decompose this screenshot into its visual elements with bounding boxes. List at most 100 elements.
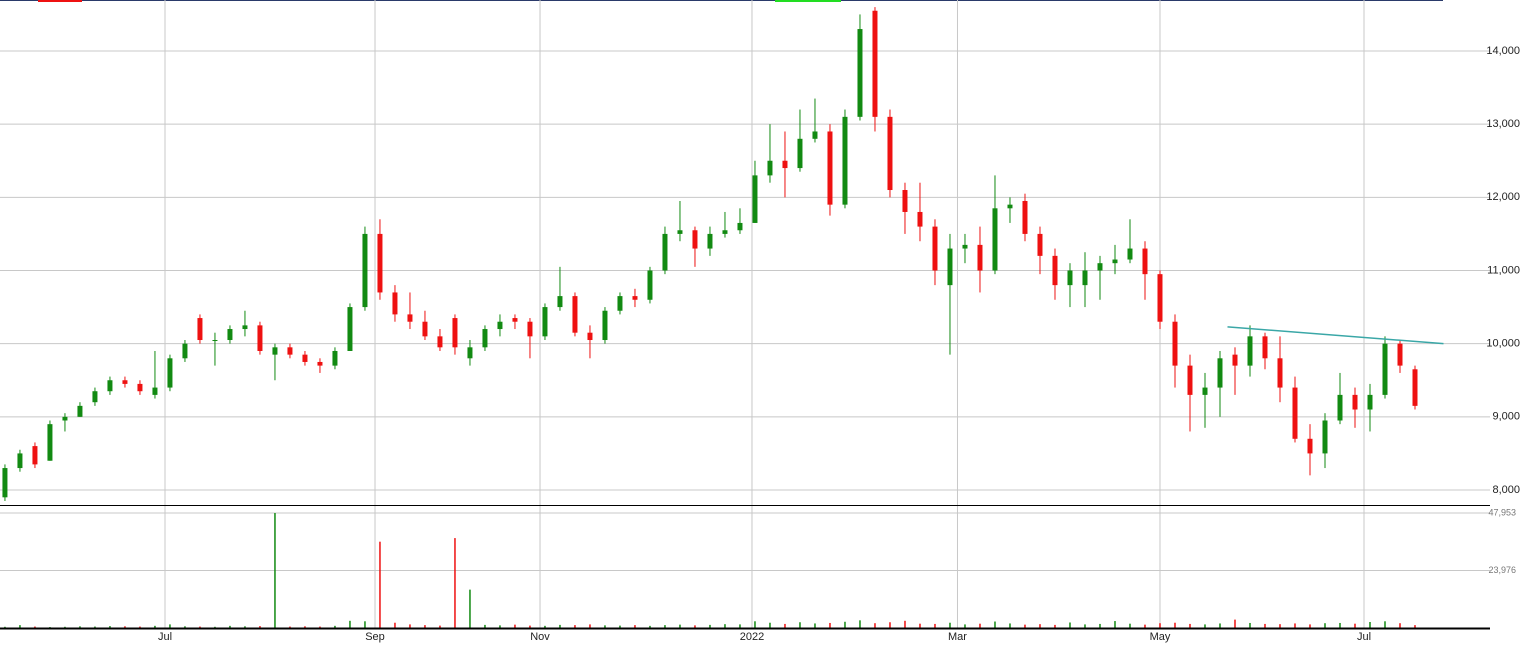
volume-bar bbox=[1024, 624, 1026, 628]
candle-body bbox=[497, 321, 503, 330]
candle-body bbox=[812, 131, 818, 139]
x-tick-label: Jul bbox=[158, 631, 172, 643]
candle-body bbox=[1067, 270, 1073, 286]
candle-body bbox=[962, 244, 968, 249]
volume-bar bbox=[784, 623, 786, 628]
candle-body bbox=[107, 380, 113, 392]
volume-bar bbox=[424, 625, 426, 628]
candle-body bbox=[1367, 394, 1373, 410]
volume-bar bbox=[1084, 624, 1086, 628]
candle-body bbox=[347, 307, 353, 351]
volume-bar bbox=[1354, 623, 1356, 628]
candle-body bbox=[1262, 336, 1268, 359]
volume-bar bbox=[124, 626, 126, 628]
candle-body bbox=[482, 329, 488, 348]
candle-body bbox=[227, 329, 233, 341]
volume-bar bbox=[949, 622, 951, 628]
candle-body bbox=[1382, 343, 1388, 395]
volume-bar bbox=[4, 626, 6, 628]
candle-body bbox=[392, 292, 398, 315]
candle-body bbox=[452, 318, 458, 348]
volume-bar bbox=[199, 626, 201, 628]
candle-body bbox=[152, 387, 158, 395]
volume-bar bbox=[1189, 623, 1191, 628]
volume-bar bbox=[679, 624, 681, 628]
candle-body bbox=[1232, 354, 1238, 366]
volume-bar bbox=[109, 626, 111, 628]
top-strip bbox=[38, 0, 82, 2]
volume-bar bbox=[484, 624, 486, 628]
volume-bar bbox=[919, 623, 921, 628]
volume-bar bbox=[889, 622, 891, 628]
volume-bar bbox=[814, 623, 816, 628]
candle-body bbox=[1277, 358, 1283, 388]
volume-bar bbox=[439, 625, 441, 628]
volume-bar bbox=[514, 624, 516, 628]
volume-bar bbox=[1414, 625, 1416, 628]
y-tick-label: 10,000 bbox=[1486, 338, 1520, 350]
volume-bar bbox=[274, 513, 276, 628]
candle-body bbox=[242, 325, 248, 330]
volume-bar bbox=[1324, 623, 1326, 628]
candle-body bbox=[1307, 438, 1313, 454]
volume-bar bbox=[979, 623, 981, 628]
candle-body bbox=[1217, 358, 1223, 388]
volume-bar bbox=[1174, 622, 1176, 628]
candle-body bbox=[77, 405, 83, 417]
volume-bar bbox=[394, 622, 396, 628]
candle-body bbox=[1097, 263, 1103, 271]
candle-body bbox=[722, 230, 728, 234]
candle-body bbox=[947, 248, 953, 286]
candle-body bbox=[737, 222, 743, 231]
candle-body bbox=[992, 208, 998, 271]
candle-body bbox=[692, 230, 698, 249]
volume-bar bbox=[1129, 623, 1131, 628]
candle-body bbox=[1052, 255, 1058, 286]
candle-body bbox=[422, 321, 428, 337]
candle-body bbox=[1127, 248, 1133, 260]
candle-body bbox=[1397, 343, 1403, 366]
volume-bar bbox=[184, 626, 186, 628]
volume-bar bbox=[1369, 622, 1371, 628]
candle-body bbox=[1322, 420, 1328, 454]
volume-bar bbox=[904, 620, 906, 628]
volume-bar bbox=[1399, 623, 1401, 628]
candle-body bbox=[512, 318, 518, 322]
volume-bar bbox=[139, 626, 141, 628]
candle-body bbox=[302, 354, 308, 362]
candle-body bbox=[17, 453, 23, 469]
x-tick-label: Sep bbox=[365, 631, 385, 643]
candle-body bbox=[632, 296, 638, 300]
y-tick-label: 14,000 bbox=[1486, 45, 1520, 57]
volume-bar bbox=[79, 626, 81, 628]
x-tick-label: Mar bbox=[948, 631, 967, 643]
volume-bar bbox=[1234, 619, 1236, 628]
candle-body bbox=[917, 211, 923, 227]
candle-body bbox=[1337, 394, 1343, 421]
candle-body bbox=[407, 314, 413, 322]
candle-body bbox=[827, 131, 833, 205]
candle-body bbox=[767, 160, 773, 176]
candle-body bbox=[2, 468, 8, 498]
volume-bar bbox=[169, 624, 171, 628]
x-tick-label: May bbox=[1150, 631, 1171, 643]
candle-body bbox=[782, 160, 788, 169]
volume-bar bbox=[94, 626, 96, 628]
volume-bar bbox=[34, 626, 36, 628]
candle-body bbox=[197, 318, 203, 341]
top-strip bbox=[775, 0, 841, 2]
volume-bar bbox=[1054, 624, 1056, 628]
y-tick-label: 9,000 bbox=[1492, 411, 1520, 423]
candle-body bbox=[557, 296, 563, 308]
volume-bar bbox=[214, 626, 216, 628]
volume-bar bbox=[409, 624, 411, 628]
volume-bar bbox=[319, 626, 321, 628]
volume-bar bbox=[649, 625, 651, 628]
volume-bar bbox=[1309, 624, 1311, 628]
volume-bar bbox=[229, 625, 231, 628]
candle-body bbox=[797, 138, 803, 169]
volume-bar bbox=[1339, 622, 1341, 628]
candle-body bbox=[212, 340, 218, 342]
volume-bar bbox=[1219, 623, 1221, 628]
